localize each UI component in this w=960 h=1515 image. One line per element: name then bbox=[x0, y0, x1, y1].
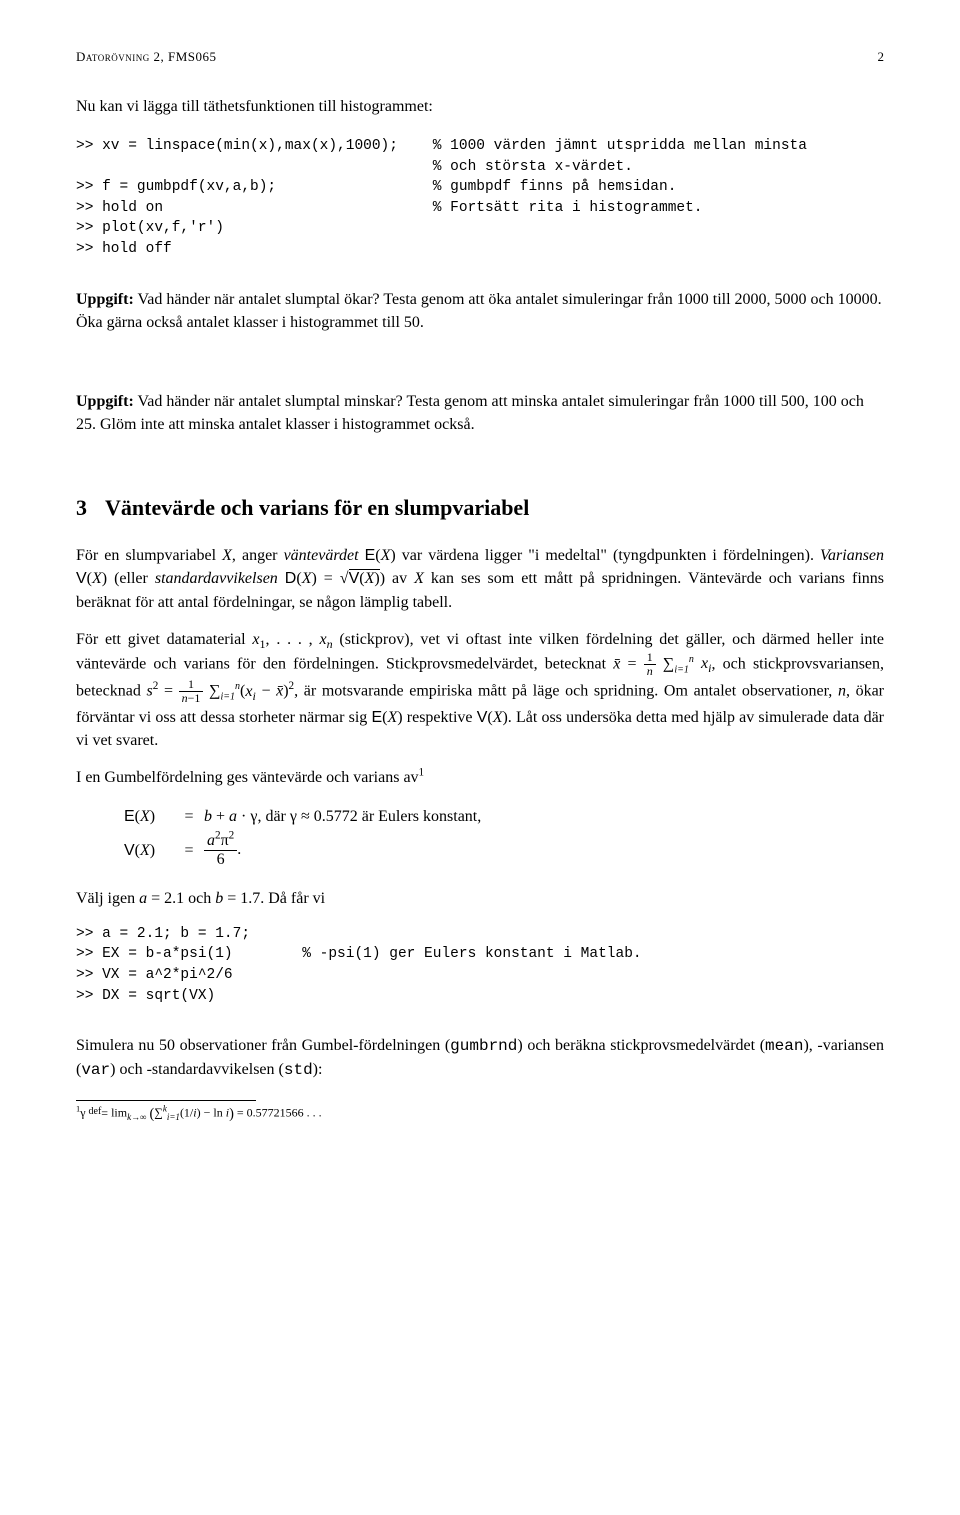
section-number: 3 bbox=[76, 492, 87, 524]
uppgift-2: Uppgift: Vad händer när antalet slumptal… bbox=[76, 390, 884, 436]
page-header: Datorövning 2, FMS065 2 bbox=[76, 48, 884, 67]
math-line-ex: E(X) = b + a · γ, där γ ≈ 0.5772 är Eule… bbox=[124, 805, 884, 828]
final-paragraph: Simulera nu 50 observationer från Gumbel… bbox=[76, 1034, 884, 1082]
page-number: 2 bbox=[878, 48, 885, 67]
footnote-separator bbox=[76, 1100, 256, 1101]
choose-text: Välj igen a = 2.1 och b = 1.7. Då får vi bbox=[76, 887, 884, 910]
math-line-vx: V(X) = a2π26. bbox=[124, 832, 884, 868]
code-block-1: >> xv = linspace(min(x),max(x),1000); % … bbox=[76, 136, 884, 259]
math-equations: E(X) = b + a · γ, där γ ≈ 0.5772 är Eule… bbox=[124, 805, 884, 868]
section-title: Väntevärde och varians för en slumpvaria… bbox=[105, 495, 529, 520]
code-block-2: >> a = 2.1; b = 1.7; >> EX = b-a*psi(1) … bbox=[76, 924, 884, 1006]
paragraph-3: I en Gumbelfördelning ges väntevärde och… bbox=[76, 766, 884, 789]
footnote-1: 1γ def= limk→∞ (∑ki=1(1/i) − ln i) = 0.5… bbox=[76, 1105, 884, 1124]
uppgift-1: Uppgift: Vad händer när antalet slumptal… bbox=[76, 288, 884, 334]
section-3-heading: 3 Väntevärde och varians för en slumpvari… bbox=[76, 492, 884, 524]
header-left: Datorövning 2, FMS065 bbox=[76, 48, 217, 67]
intro-text: Nu kan vi lägga till täthetsfunktionen t… bbox=[76, 95, 884, 118]
uppgift-label-2: Uppgift: bbox=[76, 393, 134, 410]
paragraph-2: För ett givet datamaterial x1, . . . , x… bbox=[76, 628, 884, 752]
paragraph-1: För en slumpvariabel X, anger väntevärde… bbox=[76, 544, 884, 614]
uppgift-text-2: Vad händer när antalet slumptal minskar?… bbox=[76, 393, 864, 433]
uppgift-label-1: Uppgift: bbox=[76, 291, 134, 308]
uppgift-text-1: Vad händer när antalet slumptal ökar? Te… bbox=[76, 291, 882, 331]
